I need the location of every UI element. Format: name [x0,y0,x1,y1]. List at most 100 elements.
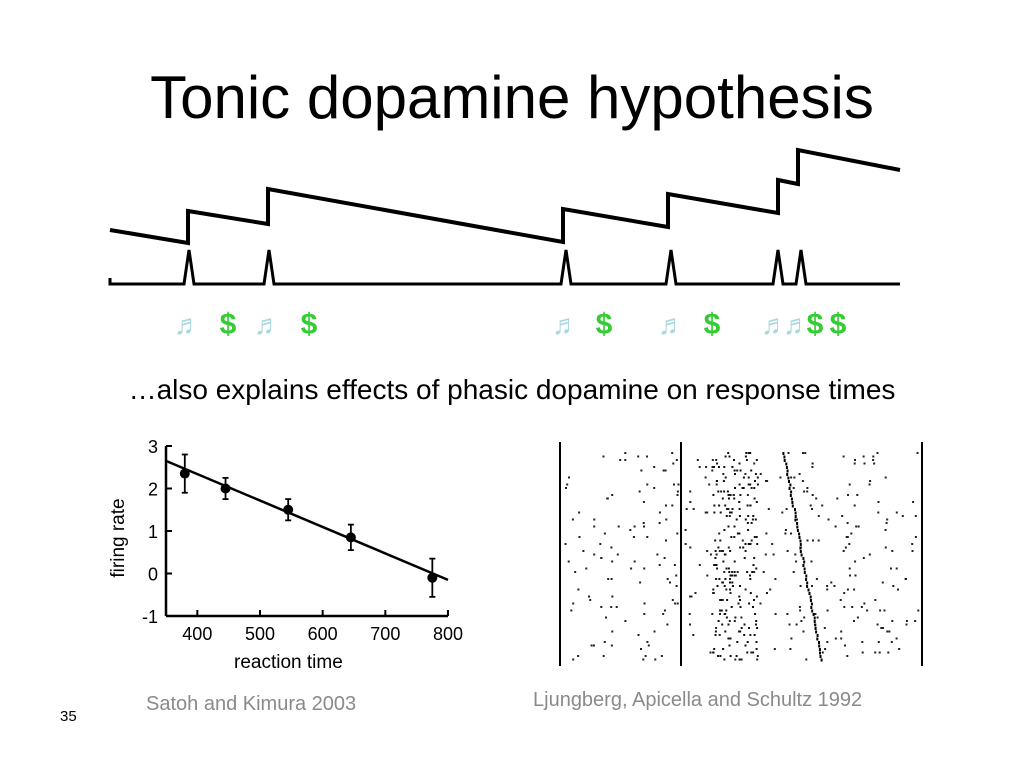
reward-dollar-icon: $ [596,308,613,341]
spike-mark [810,560,813,563]
spike-mark [869,480,872,482]
spike-mark [729,588,731,591]
spike-mark [785,508,788,510]
spike-mark [884,529,887,531]
spike-mark [610,606,613,608]
left-figure-citation: Satoh and Kimura 2003 [146,693,357,715]
spike-mark [744,588,747,591]
spike-mark [723,613,726,615]
spike-mark [826,588,829,591]
spike-mark [791,504,794,508]
spike-mark [749,574,751,577]
spike-mark [658,564,661,566]
spike-mark [842,455,845,458]
spike-mark [800,620,803,622]
spike-mark [711,613,714,615]
spike-mark [756,483,759,486]
spike-mark [642,658,645,661]
spike-mark [912,501,915,503]
spike-mark [882,627,884,629]
spike-mark [747,476,750,479]
spike-mark [754,480,756,482]
reward-dollar-icon: $ [807,308,824,341]
spike-mark [734,487,736,489]
spike-mark [826,609,829,612]
spike-mark [723,529,726,531]
spike-mark [723,466,726,468]
spike-mark [658,511,661,514]
spike-mark [826,585,829,587]
spike-mark [762,571,765,573]
spike-mark [853,588,856,591]
spike-mark [796,518,798,521]
music-note-icon: ♬ [552,309,580,340]
spike-mark [662,469,665,472]
spike-mark [783,459,786,462]
spike-mark [803,571,806,574]
spike-mark [733,459,735,461]
spike-mark [878,651,881,654]
spike-mark [911,550,914,552]
spike-mark [813,620,816,623]
spike-mark [741,539,744,542]
tonic-level-trace [109,147,901,246]
spike-mark [891,550,894,552]
spike-mark [745,452,748,454]
spike-mark [718,578,721,580]
spike-mark [724,504,727,507]
spike-mark [820,658,823,662]
spike-mark [725,616,728,619]
spike-mark [571,518,574,521]
spike-mark [568,476,570,479]
reward-dollar-icon: $ [301,308,318,341]
spike-mark [759,602,762,605]
spike-mark [794,508,796,511]
spike-mark [821,651,824,654]
spike-mark [793,476,796,479]
spike-mark [715,459,718,461]
spike-mark [713,466,715,468]
spike-mark [890,641,893,643]
spike-mark [898,648,901,650]
spike-mark [905,620,908,622]
spike-mark [826,641,829,643]
spike-mark [729,550,732,552]
spike-mark [866,609,869,612]
spike-mark [731,508,734,510]
spike-mark [750,522,753,524]
spike-mark [734,473,736,475]
spike-mark [799,609,802,612]
spike-mark [786,469,789,473]
spike-mark [846,522,849,524]
spike-mark [785,462,788,466]
spike-mark [805,574,808,578]
spike-mark [810,606,813,609]
spike-mark [868,483,871,486]
spike-mark [728,497,730,500]
spike-mark [824,648,827,650]
spike-mark [802,557,805,560]
spike-mark [721,581,724,584]
spike-mark [673,483,675,486]
spike-mark [676,490,679,493]
spike-mark [712,651,715,654]
spike-mark [746,571,749,573]
spike-mark [756,655,759,657]
spike-mark [742,476,745,479]
spike-mark [593,518,596,521]
spike-mark [784,529,787,531]
spike-mark [842,550,845,552]
spike-mark [901,515,904,517]
spike-mark [602,455,605,458]
spike-mark [739,630,742,633]
spike-mark [718,466,720,468]
spike-mark [733,536,736,538]
spike-mark [689,546,692,549]
spike-mark [724,630,727,633]
spike-mark [721,623,724,626]
spike-mark [738,501,741,503]
spike-mark [877,641,880,643]
spike-mark [730,606,733,608]
spike-mark [715,480,718,482]
spike-mark [737,602,740,605]
